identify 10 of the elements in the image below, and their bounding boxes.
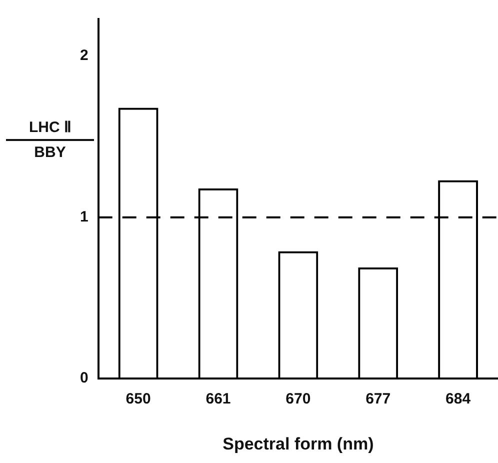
y-tick-label: 1 [80,208,88,226]
y-tick-label: 2 [80,47,88,64]
x-tick-label: 661 [206,390,231,408]
x-tick-label: 677 [366,390,391,408]
y-tick-label: 0 [80,370,88,387]
x-tick-label: 670 [286,390,311,408]
x-axis-title: Spectral form (nm) [222,434,374,454]
y-axis-title: LHC Ⅱ BBY [28,118,72,161]
x-tick-label: 684 [446,390,472,408]
x-tick-label: 650 [126,390,151,408]
